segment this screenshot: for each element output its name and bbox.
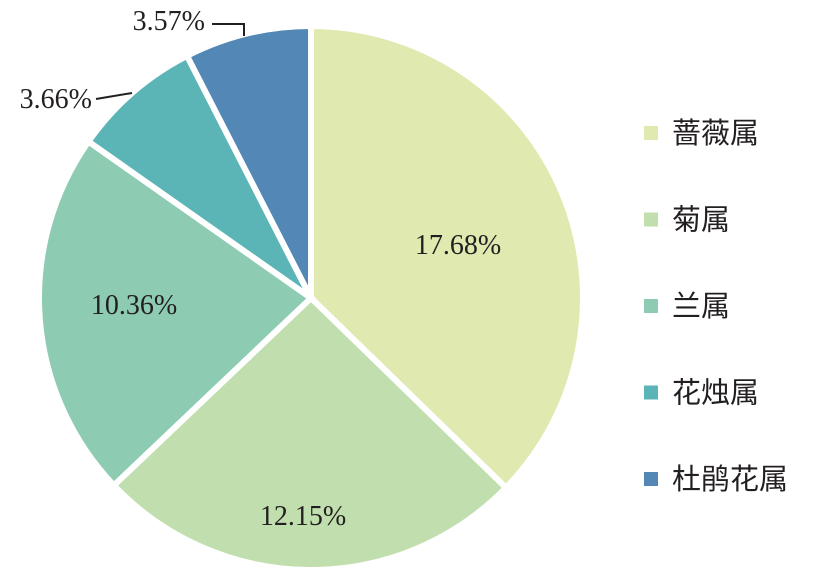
pie-slice bbox=[183, 22, 314, 300]
legend-swatch bbox=[644, 212, 658, 227]
slice-percent-label: 12.15% bbox=[260, 501, 346, 532]
legend-label: 兰属 bbox=[672, 289, 730, 323]
legend-swatch bbox=[644, 299, 658, 313]
pie-slices bbox=[36, 22, 586, 573]
legend-label: 杜鹃花属 bbox=[672, 462, 788, 496]
leader-line bbox=[212, 23, 245, 36]
pie-slice bbox=[308, 22, 586, 492]
pie-slice bbox=[36, 137, 316, 490]
legend-label: 花烛属 bbox=[672, 376, 759, 410]
pie-slice bbox=[84, 51, 314, 301]
legend-label: 蔷薇属 bbox=[672, 116, 759, 150]
slice-percent-label: 17.68% bbox=[415, 230, 501, 261]
legend-swatch bbox=[644, 472, 658, 486]
pie-labels: 17.68% 12.15% 10.36% 3.66% 3.57% bbox=[20, 6, 501, 532]
leader-line bbox=[95, 92, 133, 100]
legend-label: 菊属 bbox=[672, 203, 730, 237]
legend-swatch bbox=[644, 126, 658, 140]
slice-percent-label: 3.57% bbox=[133, 6, 205, 37]
legend-swatch bbox=[644, 385, 658, 400]
slice-percent-label: 3.66% bbox=[20, 84, 92, 115]
pie-slice bbox=[109, 293, 511, 573]
slice-percent-label: 10.36% bbox=[91, 290, 177, 321]
